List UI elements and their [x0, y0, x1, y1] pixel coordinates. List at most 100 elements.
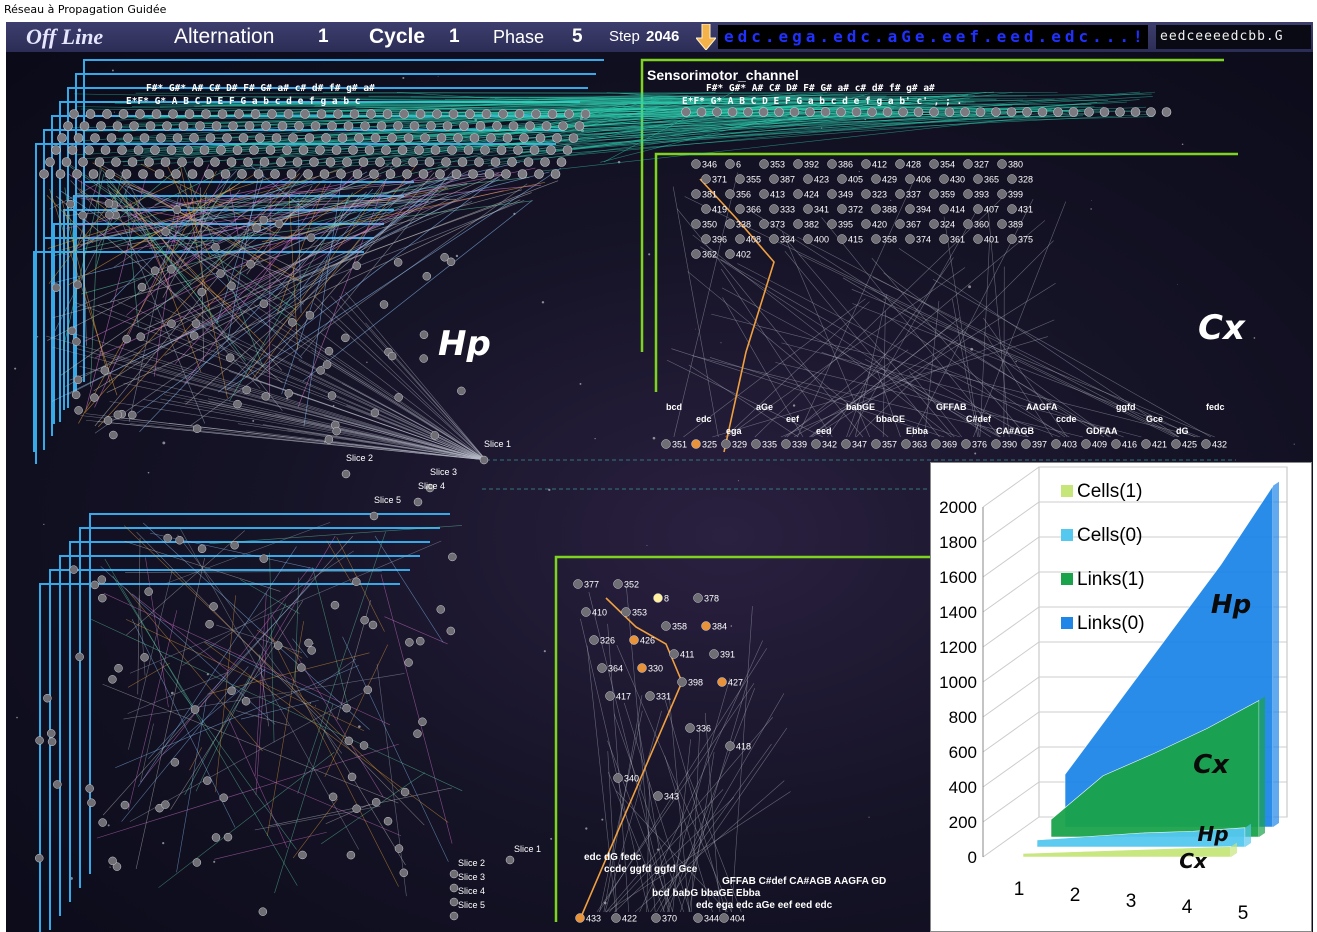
hp-link: [211, 167, 301, 269]
star: [585, 827, 588, 830]
cx-node: [803, 174, 813, 184]
slice-node: [369, 511, 379, 521]
cx-link: [720, 268, 833, 438]
slice-link: [76, 348, 487, 461]
hp-link: [115, 665, 359, 768]
hp-link: [321, 772, 426, 845]
network-graph[interactable]: F#* G#* A# C# D# F# G# a# c# d# f# g# a#…: [6, 52, 1313, 932]
area-side: [1259, 696, 1265, 837]
channel-node: [78, 157, 88, 167]
hp-node: [298, 850, 307, 860]
network-canvas[interactable]: F#* G#* A# C# D# F# G# a# c# d# f# g# a#…: [6, 52, 1313, 932]
cx-node: [861, 189, 871, 199]
cx-node: [871, 174, 881, 184]
channel-node: [304, 133, 315, 143]
hp-link: [140, 567, 311, 783]
hp-node: [108, 856, 117, 866]
cx-node: [759, 189, 769, 199]
channel-node: [205, 133, 216, 143]
hp-link: [235, 710, 290, 726]
hp-node: [227, 281, 236, 291]
cx-bottom-node-label: 353: [632, 608, 647, 618]
cx-link: [656, 693, 785, 913]
hp-node: [211, 243, 220, 252]
star: [601, 818, 604, 821]
hp-node: [274, 641, 283, 650]
hp-link: [93, 167, 450, 392]
cx-node-label: 324: [940, 220, 955, 230]
cx-node: [803, 204, 813, 214]
hp-node: [69, 565, 78, 574]
hp-link: [240, 699, 319, 720]
cx-link: [737, 263, 1070, 438]
sensorimotor-link: [175, 114, 914, 119]
cycle-label: Cycle: [369, 25, 426, 48]
hp-layer-frame: [89, 513, 450, 874]
channel-node: [96, 121, 106, 131]
channel-node: [270, 169, 280, 179]
slice-link: [79, 366, 487, 461]
star: [36, 336, 39, 338]
slice-node: [479, 455, 489, 465]
gridline-depth: [982, 501, 1040, 543]
channel-node: [250, 109, 261, 119]
hp-node: [109, 430, 118, 440]
channel-node: [541, 121, 552, 131]
hp-link: [84, 173, 300, 414]
hp-node: [190, 705, 200, 714]
cx-node: [701, 174, 711, 184]
step-value: 2046: [646, 28, 680, 45]
cx-row-node: [1201, 439, 1211, 449]
cx-node-label: 381: [702, 190, 717, 200]
hp-link: [235, 179, 414, 276]
slice-node: [449, 897, 459, 907]
cx-link: [711, 313, 1198, 438]
slice-link: [320, 332, 487, 461]
channel-node: [580, 109, 591, 119]
slice-label: Slice 2: [458, 858, 485, 868]
cx-link: [848, 211, 977, 438]
cx-row-node-label: 376: [972, 440, 987, 450]
legend-swatch: [1061, 573, 1073, 585]
hp-node: [211, 833, 221, 842]
cx-row-node: [901, 439, 911, 449]
hp-link: [112, 575, 198, 713]
cx-link: [666, 359, 824, 438]
channel-node: [183, 145, 193, 155]
cx-row-node: [871, 439, 881, 449]
channel-node: [1099, 107, 1110, 117]
cx-node-label: 373: [770, 220, 785, 230]
hp-link: [158, 752, 335, 888]
hp-link: [150, 532, 315, 570]
cx-bottom-sequence-label: ccde ggfd ggfd Gce: [604, 864, 698, 875]
channel-node: [501, 169, 511, 179]
hp-node: [103, 416, 113, 425]
slice-link: [97, 305, 487, 461]
channel-node: [743, 107, 753, 117]
channel-node: [288, 133, 298, 143]
cx-bottom-sequence-label: bcd babG bbaGE Ebba: [652, 888, 761, 899]
arrow-down-icon[interactable]: [696, 24, 716, 50]
hp-link: [317, 658, 356, 687]
channel-node: [151, 109, 162, 119]
mode-label[interactable]: Off Line: [26, 24, 104, 49]
cx-node: [929, 159, 939, 169]
cx-node: [929, 189, 939, 199]
channel-node: [402, 169, 412, 179]
hp-link: [170, 200, 429, 223]
slice-link: [109, 401, 487, 461]
hp-link: [137, 546, 297, 787]
cx-node-label: 337: [906, 190, 921, 200]
cx-bottom-node: [653, 791, 663, 801]
hp-link: [175, 163, 365, 364]
y-tick-label: 1400: [939, 603, 977, 622]
hp-link: [261, 181, 546, 243]
hp-node: [322, 360, 332, 369]
legend-swatch: [1061, 529, 1073, 541]
x-tick-label: 1: [1014, 879, 1025, 900]
channel-node: [352, 169, 363, 179]
hp-link: [323, 729, 406, 866]
hp-node: [114, 663, 123, 673]
star: [111, 69, 114, 72]
channel-node: [55, 169, 66, 179]
